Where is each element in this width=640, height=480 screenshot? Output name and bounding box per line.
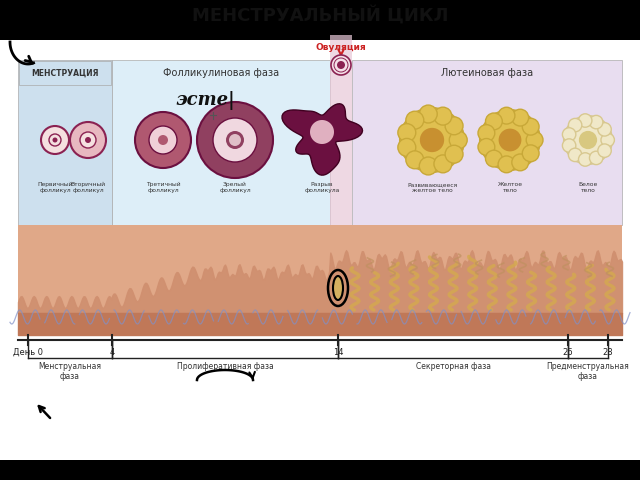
Text: МЕНСТРУАЛЬНЫЙ ЦИКЛ: МЕНСТРУАЛЬНЫЙ ЦИКЛ [192,5,448,24]
Bar [330,35,352,225]
Polygon shape [310,120,334,144]
Text: Первичный
фолликул: Первичный фолликул [37,182,73,193]
Circle shape [135,112,191,168]
Circle shape [522,118,539,135]
Circle shape [80,132,96,148]
Text: Разрыв
фолликула: Разрыв фолликула [305,182,340,193]
Circle shape [480,110,540,170]
Bar [18,225,622,335]
Circle shape [563,128,576,141]
Text: Пролиферативная фаза: Пролиферативная фаза [177,362,273,371]
Text: Зрелый
фолликул: Зрелый фолликул [219,182,251,193]
Circle shape [478,139,495,156]
Circle shape [419,105,437,123]
Ellipse shape [333,276,343,300]
Text: Лютеиновая фаза: Лютеиновая фаза [441,68,533,78]
Circle shape [149,126,177,154]
Circle shape [512,154,529,171]
Text: Развивающееся
желтое тело: Развивающееся желтое тело [407,182,457,193]
Text: Овуляция: Овуляция [316,44,366,52]
Circle shape [564,116,612,164]
Circle shape [420,128,444,152]
Text: Фолликулиновая фаза: Фолликулиновая фаза [163,68,279,78]
Circle shape [526,132,543,148]
Bar [19,61,111,85]
Circle shape [498,107,515,124]
Circle shape [400,108,464,172]
Circle shape [601,133,614,147]
Text: Белое
тело: Белое тело [579,182,598,193]
Bar [0,460,640,480]
Circle shape [406,111,424,129]
Text: 14: 14 [333,348,343,357]
Circle shape [499,129,522,151]
Circle shape [337,61,345,69]
Circle shape [398,124,416,142]
Text: Вторичный
фолликул: Вторичный фолликул [70,182,106,193]
Circle shape [158,135,168,145]
Circle shape [486,113,502,130]
Bar [18,60,112,225]
Circle shape [449,131,467,149]
Circle shape [512,109,529,126]
Text: Секреторная фаза: Секреторная фаза [415,362,490,371]
Circle shape [445,117,463,135]
Circle shape [579,131,597,149]
Circle shape [70,122,106,158]
Circle shape [498,156,515,173]
Text: День 0: День 0 [13,348,43,357]
Bar [18,313,622,335]
Circle shape [579,153,592,166]
Circle shape [434,155,452,173]
Bar [0,40,640,460]
Circle shape [41,126,69,154]
Circle shape [331,55,351,75]
Circle shape [589,115,603,129]
Circle shape [568,148,582,162]
Circle shape [598,144,611,157]
Text: 28: 28 [603,348,613,357]
Circle shape [229,134,241,146]
Circle shape [563,139,576,152]
Text: МЕНСТРУАЦИЯ: МЕНСТРУАЦИЯ [31,69,99,77]
Text: Менструальная
фаза: Менструальная фаза [38,362,102,382]
Circle shape [478,125,495,142]
Circle shape [419,157,437,175]
Circle shape [52,137,58,143]
Circle shape [522,145,539,162]
Circle shape [598,123,611,136]
Circle shape [406,151,424,169]
Circle shape [226,131,244,149]
Polygon shape [282,104,362,175]
Circle shape [445,145,463,163]
Text: Третичный
фолликул: Третичный фолликул [146,182,180,193]
Bar [0,0,640,40]
Circle shape [589,151,603,165]
Bar [352,60,622,225]
Text: Желтое
тело: Желтое тело [497,182,522,193]
Circle shape [568,119,582,132]
Text: Предменструальная
фаза: Предменструальная фаза [547,362,629,382]
Text: 4: 4 [109,348,115,357]
Circle shape [434,107,452,125]
Circle shape [579,114,592,127]
Circle shape [197,102,273,178]
Circle shape [486,150,502,167]
Circle shape [398,138,416,156]
Text: эсте|: эсте| [175,91,235,109]
Bar [112,60,330,225]
Text: 26: 26 [563,348,573,357]
Circle shape [85,137,91,143]
Circle shape [213,118,257,162]
